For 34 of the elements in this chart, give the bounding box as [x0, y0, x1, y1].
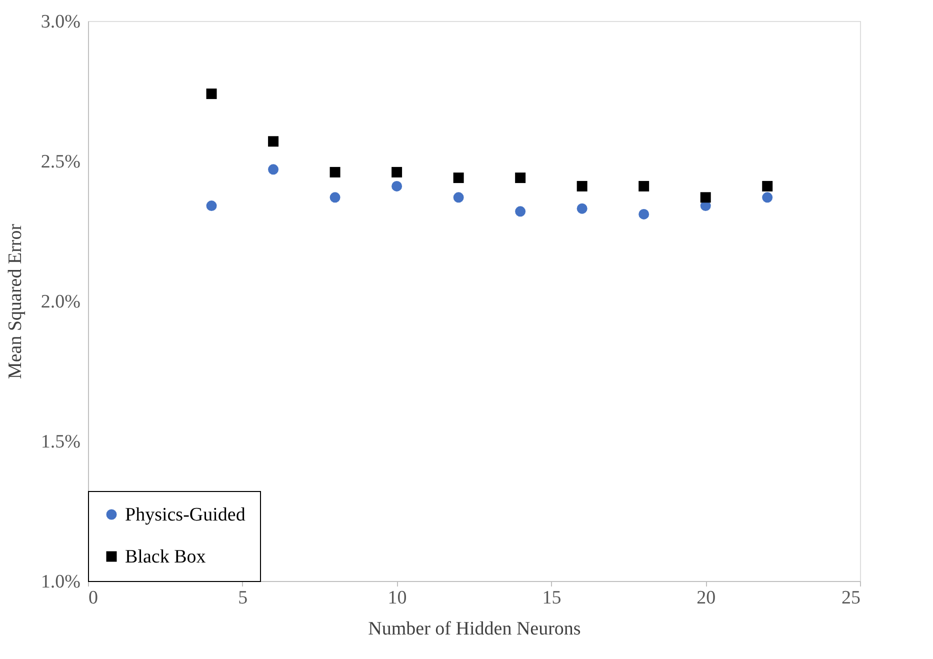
- point: [453, 172, 464, 184]
- point: [268, 136, 279, 147]
- point: [453, 192, 464, 203]
- legend-label: Physics-Guided: [125, 504, 246, 526]
- x-tick-label: 0: [88, 588, 98, 608]
- x-axis-title: Number of Hidden Neurons: [368, 618, 581, 640]
- point: [576, 180, 588, 192]
- y-axis-title: Mean Squared Error: [4, 223, 26, 380]
- point: [576, 203, 588, 214]
- point: [515, 172, 526, 184]
- point: [515, 206, 526, 217]
- y-tick-label: 3.0%: [40, 12, 81, 32]
- point: [330, 192, 340, 203]
- y-tick-label: 2.0%: [40, 292, 81, 312]
- y-tick-label: 2.5%: [40, 152, 81, 172]
- point: [206, 200, 217, 212]
- legend-label: Black Box: [125, 546, 206, 568]
- point: [392, 166, 402, 178]
- point: [392, 180, 402, 192]
- point: [638, 180, 650, 192]
- y-tick-label: 1.0%: [40, 572, 81, 592]
- point: [638, 208, 650, 220]
- x-tick-label: 15: [542, 588, 562, 608]
- point: [206, 88, 217, 100]
- point: [762, 192, 773, 203]
- x-tick-label: 5: [238, 588, 248, 608]
- x-tick-label: 20: [696, 588, 716, 608]
- point: [762, 180, 773, 192]
- y-tick-label: 1.5%: [40, 432, 81, 452]
- point: [700, 192, 711, 203]
- x-tick-label: 10: [388, 588, 407, 608]
- point: [330, 166, 340, 178]
- point: [268, 164, 279, 175]
- x-tick-label: 25: [842, 588, 860, 608]
